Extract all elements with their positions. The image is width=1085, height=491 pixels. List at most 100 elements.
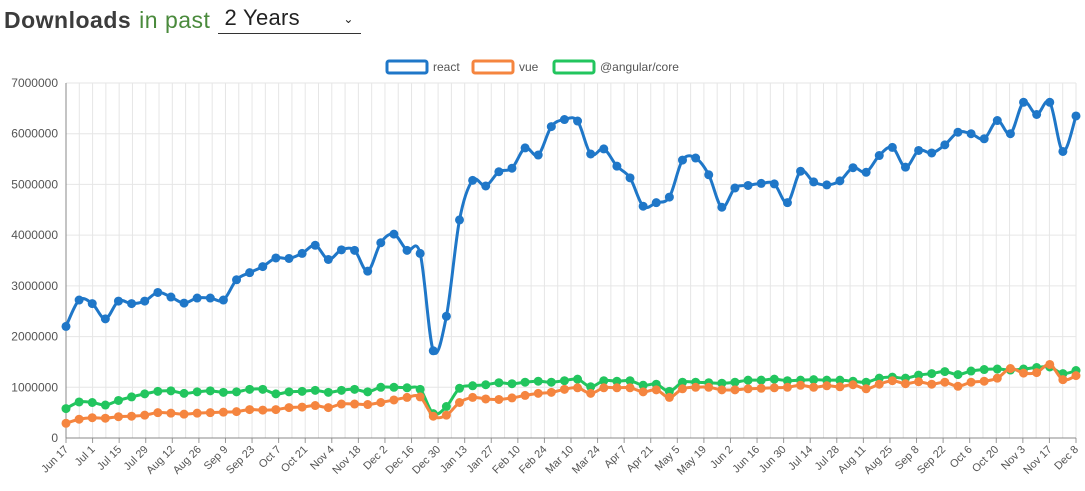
data-point-react[interactable] bbox=[455, 215, 465, 225]
data-point-vue[interactable] bbox=[1071, 371, 1081, 381]
data-point-angularcore[interactable] bbox=[782, 376, 792, 386]
data-point-react[interactable] bbox=[887, 142, 897, 152]
data-point-react[interactable] bbox=[74, 295, 84, 305]
data-point-angularcore[interactable] bbox=[494, 378, 504, 388]
data-point-react[interactable] bbox=[415, 248, 425, 258]
data-point-react[interactable] bbox=[704, 170, 714, 180]
data-point-react[interactable] bbox=[677, 155, 687, 165]
data-point-vue[interactable] bbox=[573, 383, 583, 393]
data-point-angularcore[interactable] bbox=[586, 382, 596, 392]
data-point-vue[interactable] bbox=[402, 392, 412, 402]
legend-swatch[interactable] bbox=[471, 59, 515, 75]
data-point-angularcore[interactable] bbox=[677, 377, 687, 387]
data-point-angularcore[interactable] bbox=[546, 377, 556, 387]
data-point-react[interactable] bbox=[586, 149, 596, 159]
data-point-vue[interactable] bbox=[389, 395, 399, 405]
data-point-angularcore[interactable] bbox=[61, 404, 71, 414]
data-point-vue[interactable] bbox=[205, 408, 215, 418]
data-point-react[interactable] bbox=[573, 116, 583, 126]
data-point-angularcore[interactable] bbox=[625, 376, 635, 386]
data-point-react[interactable] bbox=[113, 296, 123, 306]
data-point-react[interactable] bbox=[979, 134, 989, 144]
data-point-angularcore[interactable] bbox=[218, 387, 228, 397]
data-point-react[interactable] bbox=[205, 293, 215, 303]
data-point-vue[interactable] bbox=[874, 379, 884, 389]
data-point-vue[interactable] bbox=[953, 381, 963, 391]
data-point-react[interactable] bbox=[1071, 111, 1081, 121]
data-point-angularcore[interactable] bbox=[389, 382, 399, 392]
data-point-angularcore[interactable] bbox=[507, 379, 517, 389]
data-point-vue[interactable] bbox=[796, 380, 806, 390]
data-point-react[interactable] bbox=[835, 176, 845, 186]
data-point-react[interactable] bbox=[559, 115, 569, 125]
data-point-angularcore[interactable] bbox=[769, 374, 779, 384]
data-point-react[interactable] bbox=[651, 198, 661, 208]
data-point-react[interactable] bbox=[363, 266, 373, 276]
data-point-angularcore[interactable] bbox=[350, 384, 360, 394]
data-point-react[interactable] bbox=[992, 116, 1002, 126]
data-point-react[interactable] bbox=[389, 229, 399, 239]
data-point-angularcore[interactable] bbox=[74, 397, 84, 407]
data-point-angularcore[interactable] bbox=[861, 377, 871, 387]
data-point-vue[interactable] bbox=[546, 387, 556, 397]
data-point-react[interactable] bbox=[730, 183, 740, 193]
data-point-react[interactable] bbox=[546, 122, 556, 132]
data-point-vue[interactable] bbox=[599, 383, 609, 393]
data-point-angularcore[interactable] bbox=[100, 400, 110, 410]
data-point-react[interactable] bbox=[350, 245, 360, 255]
data-point-angularcore[interactable] bbox=[638, 380, 648, 390]
data-point-vue[interactable] bbox=[848, 380, 858, 390]
legend-label[interactable]: vue bbox=[519, 60, 539, 74]
data-point-angularcore[interactable] bbox=[192, 387, 202, 397]
data-point-vue[interactable] bbox=[245, 405, 255, 415]
data-point-vue[interactable] bbox=[769, 383, 779, 393]
data-point-vue[interactable] bbox=[415, 392, 425, 402]
data-point-vue[interactable] bbox=[940, 377, 950, 387]
data-point-vue[interactable] bbox=[140, 410, 150, 420]
data-point-angularcore[interactable] bbox=[940, 367, 950, 377]
data-point-angularcore[interactable] bbox=[140, 389, 150, 399]
data-point-react[interactable] bbox=[782, 198, 792, 208]
data-point-angularcore[interactable] bbox=[455, 383, 465, 393]
data-point-react[interactable] bbox=[1058, 146, 1068, 156]
data-point-angularcore[interactable] bbox=[205, 386, 215, 396]
data-point-react[interactable] bbox=[127, 299, 137, 309]
data-point-vue[interactable] bbox=[1005, 364, 1015, 374]
data-point-angularcore[interactable] bbox=[87, 398, 97, 407]
data-point-angularcore[interactable] bbox=[153, 386, 163, 396]
data-point-react[interactable] bbox=[336, 245, 346, 255]
data-point-react[interactable] bbox=[822, 180, 832, 190]
data-point-angularcore[interactable] bbox=[573, 374, 583, 384]
data-point-vue[interactable] bbox=[113, 412, 123, 422]
legend-label[interactable]: @angular/core bbox=[600, 60, 679, 74]
data-point-vue[interactable] bbox=[638, 387, 648, 397]
data-point-angularcore[interactable] bbox=[717, 378, 727, 388]
data-point-react[interactable] bbox=[232, 275, 242, 285]
data-point-vue[interactable] bbox=[297, 402, 307, 412]
legend-swatch[interactable] bbox=[385, 59, 429, 75]
data-point-react[interactable] bbox=[809, 177, 819, 187]
data-point-angularcore[interactable] bbox=[271, 389, 281, 399]
data-point-vue[interactable] bbox=[887, 376, 897, 386]
data-point-react[interactable] bbox=[796, 166, 806, 176]
data-point-vue[interactable] bbox=[336, 399, 346, 409]
data-point-react[interactable] bbox=[769, 179, 779, 189]
data-point-vue[interactable] bbox=[310, 401, 320, 411]
data-point-angularcore[interactable] bbox=[127, 392, 137, 402]
data-point-react[interactable] bbox=[428, 346, 438, 356]
data-point-vue[interactable] bbox=[782, 382, 792, 392]
data-point-angularcore[interactable] bbox=[376, 382, 386, 392]
data-point-react[interactable] bbox=[848, 163, 858, 173]
data-point-vue[interactable] bbox=[861, 384, 871, 394]
data-point-angularcore[interactable] bbox=[612, 376, 622, 386]
data-point-vue[interactable] bbox=[481, 394, 491, 404]
data-point-react[interactable] bbox=[625, 173, 635, 183]
data-point-angularcore[interactable] bbox=[599, 376, 609, 386]
data-point-vue[interactable] bbox=[441, 410, 451, 420]
data-point-angularcore[interactable] bbox=[743, 375, 753, 385]
data-point-angularcore[interactable] bbox=[336, 385, 346, 395]
data-point-vue[interactable] bbox=[232, 407, 242, 417]
data-point-react[interactable] bbox=[1045, 97, 1055, 107]
data-point-angularcore[interactable] bbox=[520, 377, 530, 387]
data-point-vue[interactable] bbox=[822, 381, 832, 391]
